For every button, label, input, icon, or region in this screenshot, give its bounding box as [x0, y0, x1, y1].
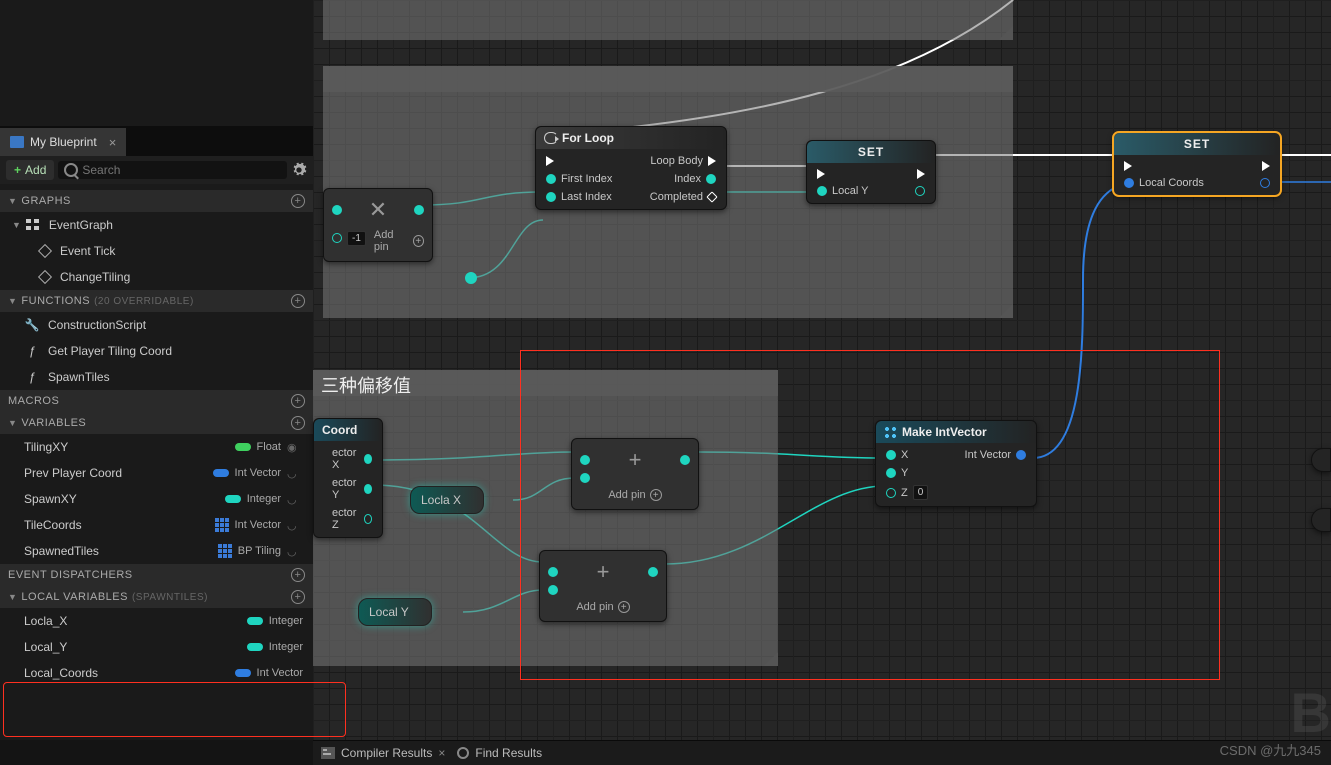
blueprint-icon — [10, 136, 24, 148]
section-graphs[interactable]: ▼GRAPHS + — [0, 190, 313, 212]
search-input-wrap[interactable] — [58, 161, 287, 179]
add-label: Add — [25, 163, 46, 177]
var-locla-x[interactable]: Locla X — [410, 486, 484, 514]
bottom-tab-bar: Compiler Results× Find Results — [313, 740, 1331, 765]
function-item[interactable]: 🔧ConstructionScript — [0, 312, 313, 338]
forloop-node[interactable]: For Loop Loop Body First IndexIndex Last… — [535, 126, 727, 210]
section-functions[interactable]: ▼FUNCTIONS(20 OVERRIDABLE) + — [0, 290, 313, 312]
graph-child[interactable]: ChangeTiling — [0, 264, 313, 290]
wrench-icon: 🔧 — [24, 318, 40, 332]
add-function-icon[interactable]: + — [291, 294, 305, 308]
add-variable-icon[interactable]: + — [291, 416, 305, 430]
comment-header[interactable]: 三种偏移值 — [313, 370, 778, 396]
add-localvar-icon[interactable]: + — [291, 590, 305, 604]
gear-icon[interactable] — [291, 162, 307, 178]
add-button[interactable]: + Add — [6, 160, 54, 180]
visibility-icon[interactable]: ◡ — [287, 467, 303, 480]
plus-icon: + — [14, 163, 21, 177]
var-local-y[interactable]: Local Y — [358, 598, 432, 626]
find-results-tab[interactable]: Find Results — [457, 746, 542, 760]
localvar-row[interactable]: Locla_X Integer — [0, 608, 313, 634]
add-node[interactable]: + Add pin+ — [539, 550, 667, 622]
loop-icon — [544, 132, 558, 144]
compiler-results-tab[interactable]: Compiler Results× — [321, 746, 445, 760]
node-stub[interactable] — [1311, 508, 1331, 532]
reroute-node[interactable] — [465, 272, 477, 284]
section-macros[interactable]: MACROS + — [0, 390, 313, 412]
function-item[interactable]: ƒGet Player Tiling Coord — [0, 338, 313, 364]
comment-header[interactable] — [323, 66, 1013, 92]
panel-tab-title: My Blueprint — [30, 135, 97, 149]
visibility-icon[interactable]: ◡ — [287, 493, 303, 506]
blueprint-graph-canvas[interactable]: 三种偏移值 ✕ -1 Add pin+ For Loop Loop Body F… — [313, 0, 1331, 740]
variable-row[interactable]: TileCoords Int Vector◡ — [0, 512, 313, 538]
add-pin[interactable]: Add pin+ — [374, 229, 424, 253]
visibility-icon[interactable]: ◉ — [287, 441, 303, 454]
background-letter: B — [1291, 680, 1331, 745]
multiply-node[interactable]: ✕ -1 Add pin+ — [323, 188, 433, 262]
watermark: CSDN @九九345 — [1220, 740, 1321, 759]
search-icon — [457, 747, 469, 759]
localvar-row[interactable]: Local_Coords Int Vector — [0, 660, 313, 686]
add-node[interactable]: + Add pin+ — [571, 438, 699, 510]
visibility-icon[interactable]: ◡ — [287, 545, 303, 558]
panel-tab-strip: My Blueprint × — [0, 126, 313, 156]
add-macro-icon[interactable]: + — [291, 394, 305, 408]
variable-row[interactable]: SpawnXY Integer◡ — [0, 486, 313, 512]
comment-box[interactable] — [323, 0, 1013, 40]
section-list: ▼GRAPHS + ▼ EventGraph Event Tick Change… — [0, 190, 313, 686]
resize-handle[interactable] — [999, 26, 1013, 40]
variable-row[interactable]: SpawnedTiles BP Tiling◡ — [0, 538, 313, 564]
intvector-icon — [884, 426, 898, 438]
resize-handle[interactable] — [999, 304, 1013, 318]
section-dispatchers[interactable]: EVENT DISPATCHERS + — [0, 564, 313, 586]
add-graph-icon[interactable]: + — [291, 194, 305, 208]
add-pin[interactable]: Add pin+ — [580, 489, 690, 501]
visibility-icon[interactable]: ◡ — [287, 519, 303, 532]
set-localcoords-node[interactable]: SET Local Coords — [1113, 132, 1281, 196]
node-stub[interactable] — [1311, 448, 1331, 472]
break-node[interactable]: Coord ector X ector Y ector Z — [313, 418, 383, 538]
panel-toolbar: + Add — [0, 156, 313, 184]
close-icon[interactable]: × — [109, 135, 117, 150]
event-icon — [38, 270, 52, 284]
my-blueprint-panel: My Blueprint × + Add ▼GRAPHS + ▼ EventGr… — [0, 0, 313, 740]
section-variables[interactable]: ▼VARIABLES + — [0, 412, 313, 434]
compiler-icon — [321, 747, 335, 759]
resize-handle[interactable] — [764, 652, 778, 666]
variable-row[interactable]: Prev Player Coord Int Vector◡ — [0, 460, 313, 486]
localvar-row[interactable]: Local_Y Integer — [0, 634, 313, 660]
graph-child[interactable]: Event Tick — [0, 238, 313, 264]
search-input[interactable] — [82, 163, 281, 177]
eventgraph-icon — [25, 218, 41, 232]
add-dispatcher-icon[interactable]: + — [291, 568, 305, 582]
search-icon — [64, 163, 78, 177]
close-icon[interactable]: × — [438, 746, 445, 760]
make-intvector-node[interactable]: Make IntVector XInt Vector Y Z 0 — [875, 420, 1037, 507]
function-item[interactable]: ƒSpawnTiles — [0, 364, 313, 390]
add-pin[interactable]: Add pin+ — [548, 601, 658, 613]
panel-tab[interactable]: My Blueprint × — [0, 128, 126, 156]
section-localvars[interactable]: ▼LOCAL VARIABLES(SPAWNTILES) + — [0, 586, 313, 608]
event-icon — [38, 244, 52, 258]
variable-row[interactable]: TilingXY Float◉ — [0, 434, 313, 460]
set-localy-node[interactable]: SET Local Y — [806, 140, 936, 204]
graph-root[interactable]: ▼ EventGraph — [0, 212, 313, 238]
